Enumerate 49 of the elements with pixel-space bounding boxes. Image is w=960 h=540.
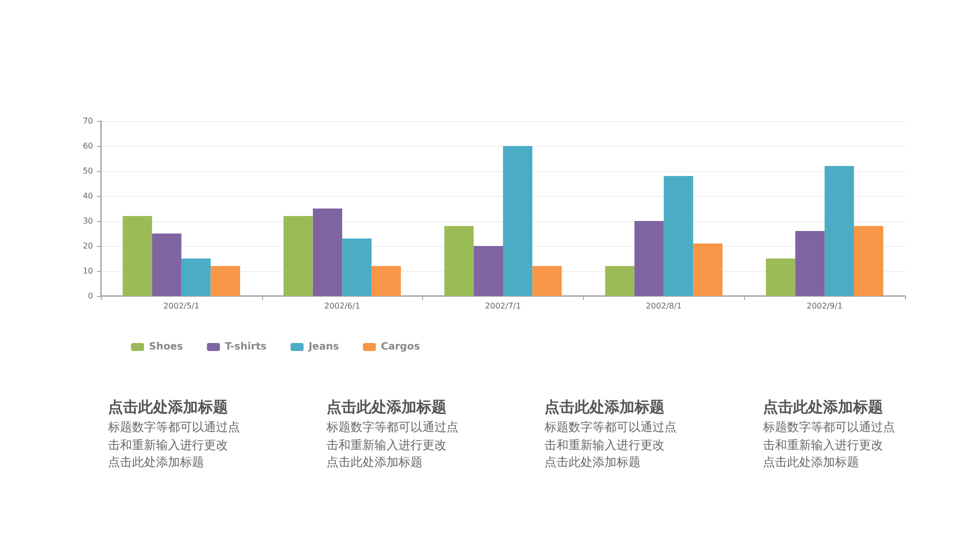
text: 点击此处添加标题 <box>544 454 642 471</box>
bar <box>824 166 854 296</box>
y-tick-label: 20 <box>82 242 93 250</box>
bar <box>503 146 532 296</box>
x-tick-label: 2002/6/1 <box>324 302 360 310</box>
text: 点击此处添加标题 <box>762 397 884 417</box>
x-tick-label: 2002/7/1 <box>485 302 521 310</box>
text: 标题数字等都可以通过点击和重新输入进行更改 <box>108 419 240 454</box>
x-tick-label: 2002/9/1 <box>806 302 843 310</box>
text: 点击此处添加标题 <box>326 454 424 471</box>
legend-label: Cargos <box>380 342 420 352</box>
legend-label: Jeans <box>308 342 339 352</box>
y-tick-label: 50 <box>82 166 93 176</box>
bar <box>605 266 634 296</box>
text: 点击此处添加标题 <box>108 454 205 471</box>
bar <box>152 234 182 296</box>
bar <box>795 231 825 296</box>
text: 点击此处添加标题 <box>544 397 666 417</box>
bar <box>122 216 152 296</box>
text: 标题数字等都可以通过点击和重新输入进行更改 <box>326 419 458 454</box>
legend-label: T-shirts <box>224 342 267 352</box>
bar <box>664 176 694 296</box>
bar <box>693 244 722 296</box>
bar <box>181 258 211 296</box>
text: 标题数字等都可以通过点击和重新输入进行更改 <box>762 419 895 454</box>
bar <box>210 266 240 296</box>
x-tick-label: 2002/5/1 <box>163 302 200 310</box>
text: 点击此处添加标题 <box>108 397 229 417</box>
y-tick-label: 70 <box>82 116 93 126</box>
y-tick-label: 60 <box>82 142 93 150</box>
bar <box>312 208 342 296</box>
legend-label: Shoes <box>149 342 183 352</box>
bar <box>372 266 401 296</box>
bar <box>532 266 562 296</box>
x-tick-label: 2002/8/1 <box>646 302 682 310</box>
text: 点击此处添加标题 <box>326 397 448 417</box>
text: 点击此处添加标题 <box>762 454 860 471</box>
y-tick-label: 0 <box>88 292 93 300</box>
y-tick-label: 40 <box>82 192 93 200</box>
bar <box>444 226 474 296</box>
y-tick-label: 10 <box>82 266 93 276</box>
bar <box>634 221 664 296</box>
bar <box>854 226 884 296</box>
y-tick-label: 30 <box>82 216 93 226</box>
bar <box>342 238 372 296</box>
bar <box>284 216 313 296</box>
bar <box>766 258 796 296</box>
text: 标题数字等都可以通过点击和重新输入进行更改 <box>544 419 677 454</box>
bar <box>474 246 503 296</box>
